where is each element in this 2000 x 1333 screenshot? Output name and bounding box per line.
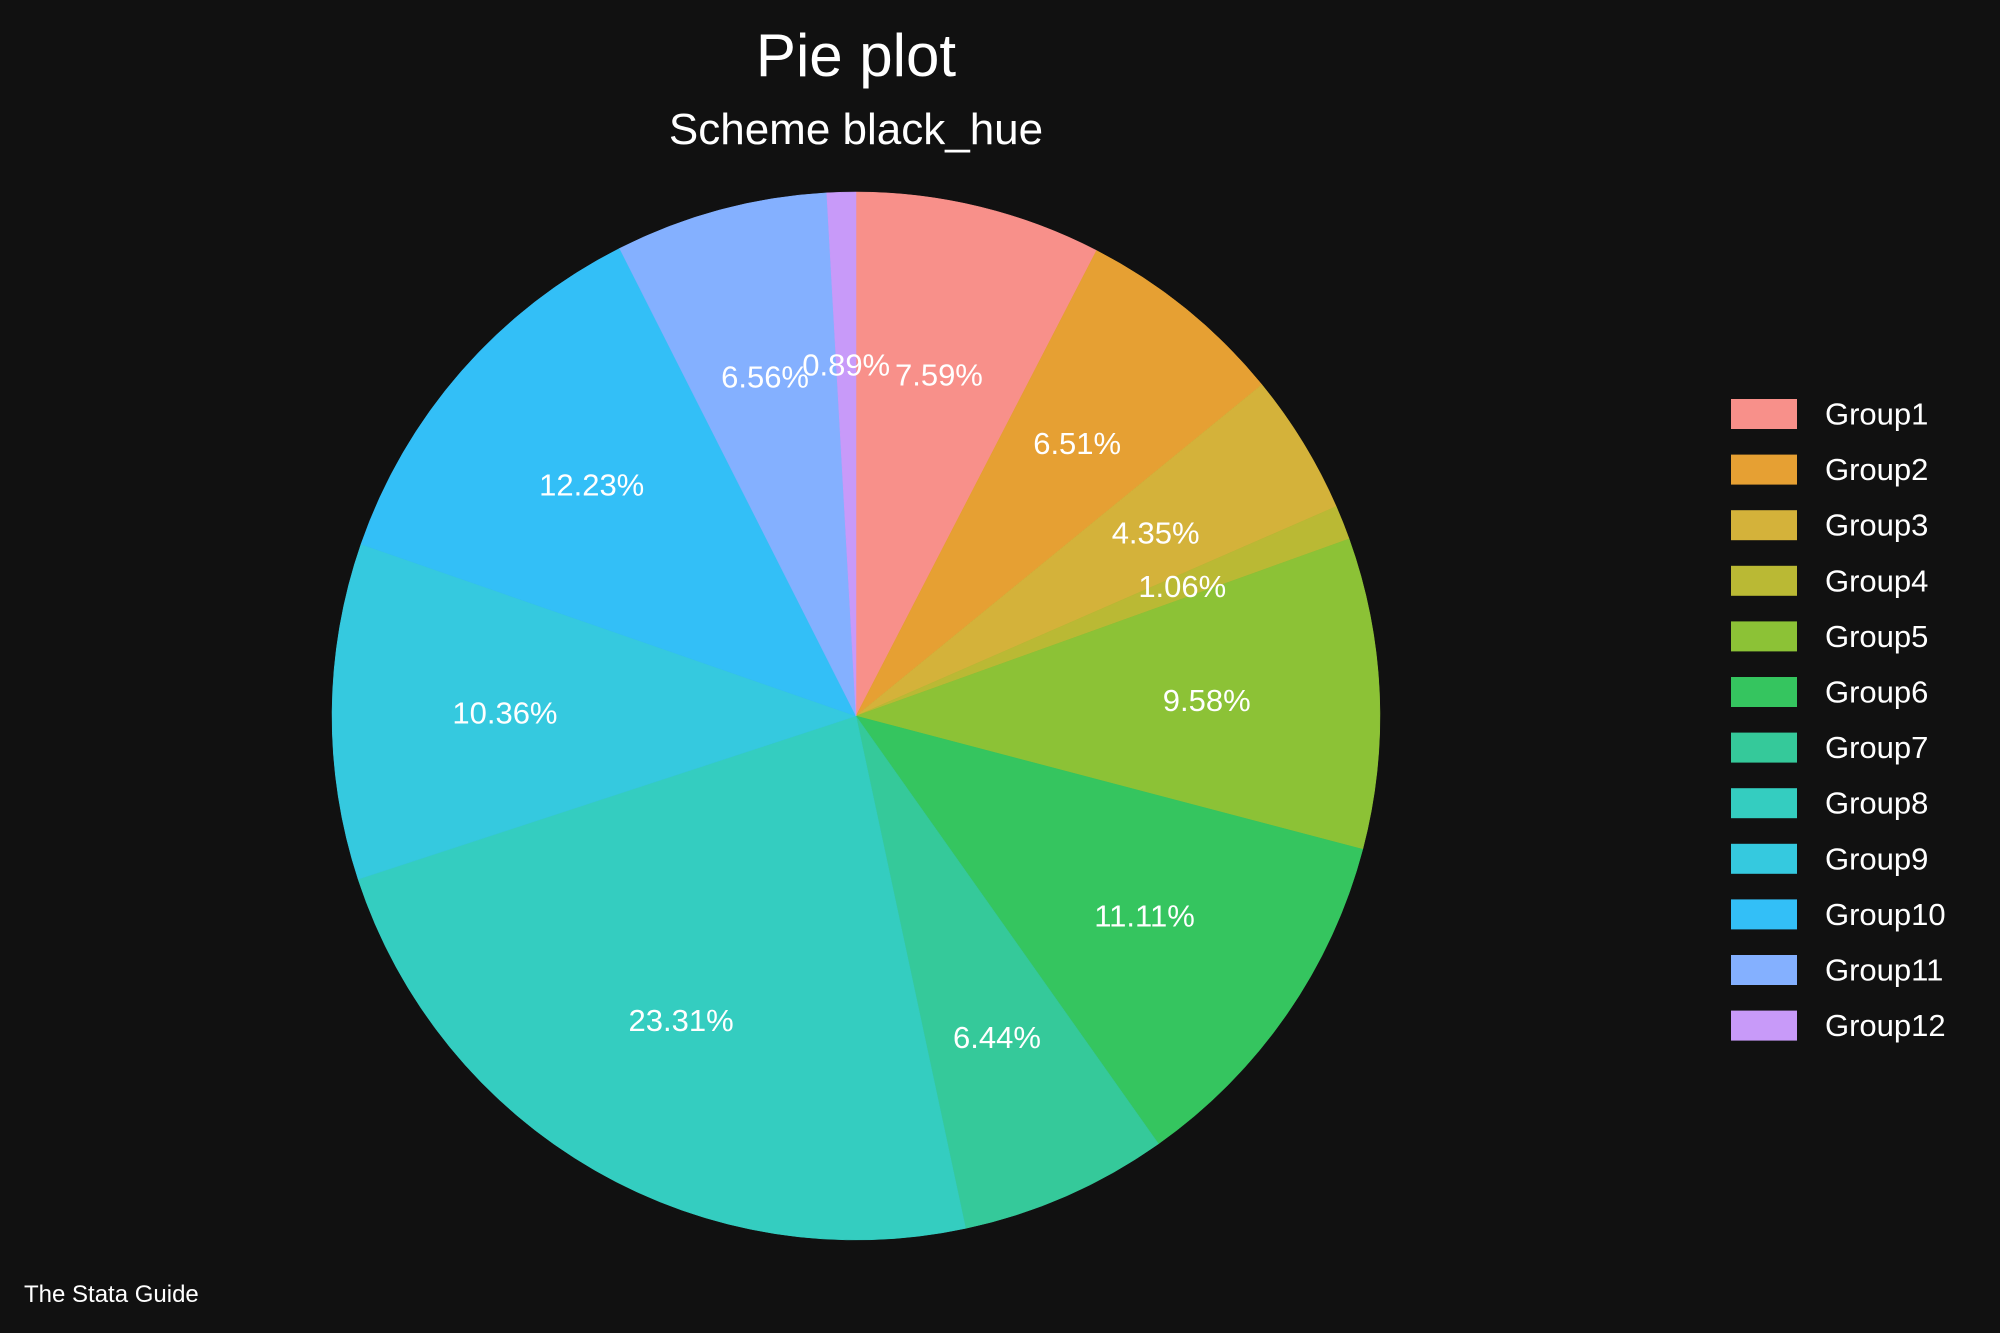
pie-slices xyxy=(331,191,1381,1241)
pie-slice-group10 xyxy=(360,248,857,717)
slice-label-group7: 6.44% xyxy=(953,1020,1041,1055)
pie-slice-group5 xyxy=(855,538,1381,850)
slice-label-group12: 0.89% xyxy=(802,348,890,383)
legend-label-group12: Group12 xyxy=(1825,1008,1946,1043)
legend-key-group2 xyxy=(1731,454,1797,485)
legend-key-group9 xyxy=(1731,843,1797,874)
legend-label-group6: Group6 xyxy=(1825,675,1928,710)
chart-subtitle: Scheme black_hue xyxy=(669,105,1043,154)
slice-label-group1: 7.59% xyxy=(895,357,983,392)
legend-key-group11 xyxy=(1731,955,1797,985)
legend-key-group3 xyxy=(1731,510,1797,541)
slice-label-group5: 9.58% xyxy=(1163,683,1251,718)
legend: Group1 Group2 Group3 Group4 Group5 Group6 Grou… xyxy=(1731,397,1946,1043)
legend-label-group5: Group5 xyxy=(1825,619,1928,654)
legend-label-group11: Group11 xyxy=(1825,953,1943,988)
pie-slice-group8 xyxy=(357,715,966,1241)
chart-title: Pie plot xyxy=(756,22,956,89)
pie-slice-group2 xyxy=(855,250,1263,717)
pie-slice-group1 xyxy=(855,191,1097,717)
legend-key-group5 xyxy=(1731,621,1797,652)
pie-slice-group12 xyxy=(826,191,857,717)
legend-label-group4: Group4 xyxy=(1825,563,1928,598)
legend-key-group1 xyxy=(1731,399,1797,429)
slice-label-group3: 4.35% xyxy=(1112,516,1200,551)
legend-label-group7: Group7 xyxy=(1825,730,1928,765)
legend-label-group3: Group3 xyxy=(1825,508,1928,543)
pie-slice-group6 xyxy=(855,715,1364,1145)
pie-slice-group9 xyxy=(331,543,857,880)
slice-label-group8: 23.31% xyxy=(629,1003,734,1038)
legend-key-group10 xyxy=(1731,899,1797,930)
slice-label-group11: 6.56% xyxy=(721,359,809,394)
slice-label-group9: 10.36% xyxy=(452,695,557,730)
legend-label-group1: Group1 xyxy=(1825,397,1928,432)
slice-label-group6: 11.11% xyxy=(1094,899,1195,934)
legend-key-group4 xyxy=(1731,565,1797,596)
legend-key-group8 xyxy=(1731,788,1797,819)
chart-caption: The Stata Guide xyxy=(24,1281,199,1308)
legend-key-group6 xyxy=(1731,677,1797,707)
pie-slice-group11 xyxy=(619,192,857,717)
legend-label-group10: Group10 xyxy=(1825,897,1946,932)
legend-label-group9: Group9 xyxy=(1825,841,1928,876)
slice-label-group2: 6.51% xyxy=(1033,426,1121,461)
legend-key-group7 xyxy=(1731,732,1797,763)
legend-label-group8: Group8 xyxy=(1825,786,1928,821)
pie-slice-group7 xyxy=(855,715,1159,1229)
legend-label-group2: Group2 xyxy=(1825,452,1928,487)
legend-key-group12 xyxy=(1731,1010,1797,1041)
pie-slice-labels: 7.59% 6.51% 4.35% 1.06% 9.58% 11.11% 6.44% 23.3… xyxy=(452,348,1250,1055)
slice-label-group10: 12.23% xyxy=(539,467,644,502)
slice-label-group4: 1.06% xyxy=(1138,569,1226,604)
